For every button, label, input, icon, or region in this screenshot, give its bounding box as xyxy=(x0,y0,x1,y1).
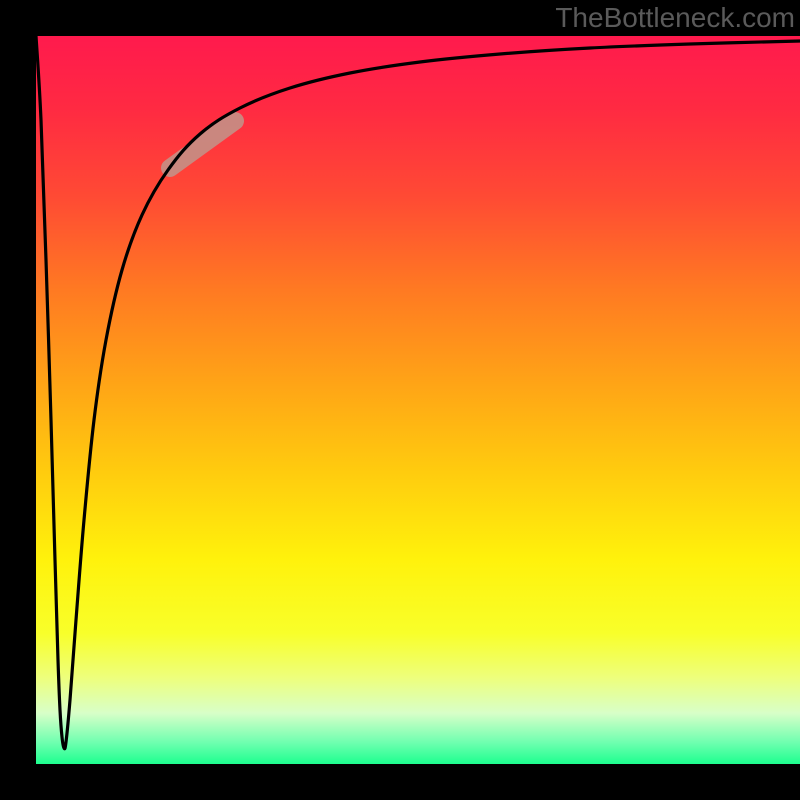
attribution-text: TheBottleneck.com xyxy=(555,2,795,34)
plot-area xyxy=(36,36,800,764)
bottleneck-chart: TheBottleneck.com xyxy=(0,0,800,800)
